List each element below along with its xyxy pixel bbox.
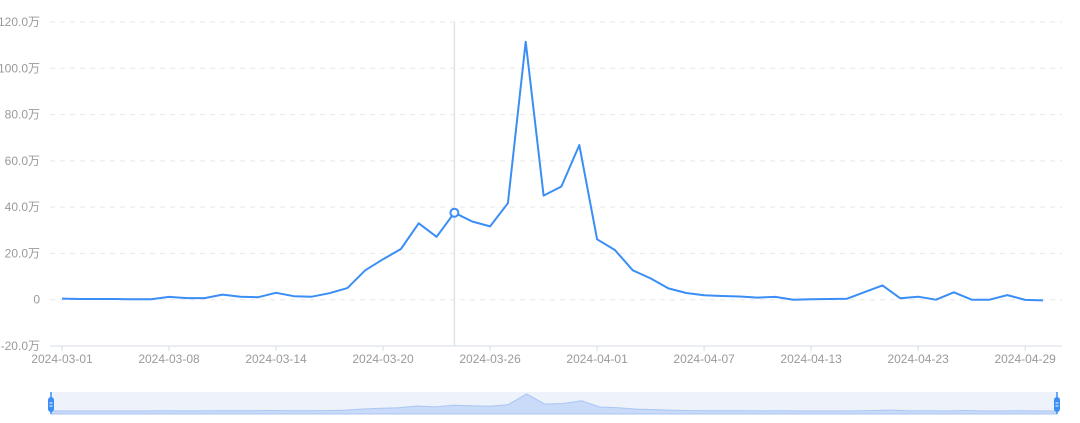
- x-tick-label: 2024-03-20: [352, 352, 414, 366]
- y-tick-label: 100.0万: [0, 61, 40, 75]
- series-line: [61, 40, 1044, 302]
- x-tick-label: 2024-04-29: [994, 352, 1056, 366]
- data-zoom-background: [51, 392, 1057, 414]
- y-tick-label: -20.0万: [1, 339, 40, 353]
- x-tick-label: 2024-03-26: [459, 352, 521, 366]
- x-tick-label: 2024-03-14: [245, 352, 307, 366]
- grid-lines: [50, 21, 1062, 301]
- y-tick-label: 80.0万: [5, 108, 40, 122]
- x-tick-label: 2024-04-23: [887, 352, 949, 366]
- x-tick-label: 2024-04-13: [780, 352, 842, 366]
- y-tick-label: 40.0万: [5, 200, 40, 214]
- y-tick-label: 60.0万: [5, 154, 40, 168]
- x-axis: 2024-03-01 2024-03-08 2024-03-14 2024-03-20…: [31, 345, 1062, 366]
- x-tick-label: 2024-03-08: [138, 352, 200, 366]
- y-axis: -20.0万 0 20.0万 40.0万 60.0万 80.0万 100.0万 120.0万: [0, 15, 40, 353]
- y-tick-label: 120.0万: [0, 15, 40, 29]
- y-tick-label: 20.0万: [5, 246, 40, 260]
- x-tick-label: 2024-03-01: [31, 352, 93, 366]
- data-zoom-slider[interactable]: [48, 392, 1060, 415]
- data-zoom-handle-right[interactable]: [1054, 392, 1060, 414]
- data-zoom-handle-left[interactable]: [48, 392, 54, 414]
- x-tick-label: 2024-04-07: [673, 352, 735, 366]
- data-zoom-preview-area: [50, 393, 1058, 415]
- y-tick-label: 0: [33, 293, 40, 307]
- x-tick-label: 2024-04-01: [566, 352, 628, 366]
- highlighted-point[interactable]: [449, 207, 460, 218]
